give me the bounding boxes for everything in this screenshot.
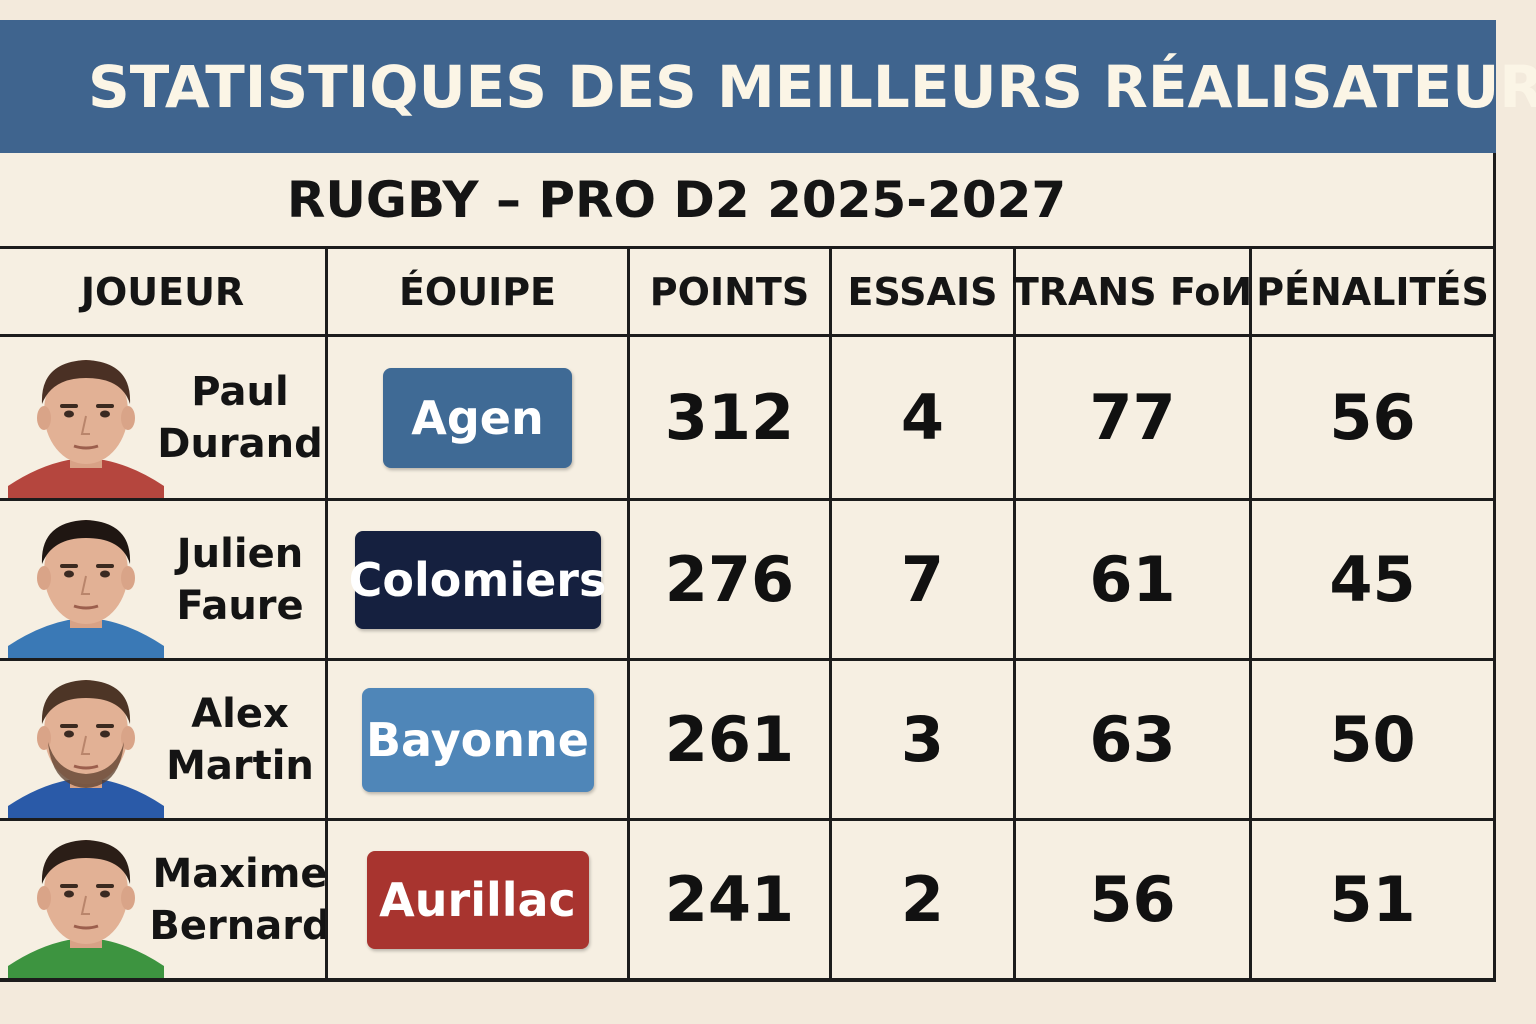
points-cell: 276 <box>627 501 829 661</box>
team-badge: Aurillac <box>366 850 589 949</box>
transformations-cell: 56 <box>1013 821 1249 981</box>
page-title: STATISTIQUES DES MEILLEURS RÉALISATEURS <box>88 52 1536 121</box>
penalites-cell: 51 <box>1249 821 1493 981</box>
essais-cell: 7 <box>829 501 1013 661</box>
player-last-name: Durand <box>157 420 323 467</box>
player-name: Maxime Bernard <box>149 821 330 978</box>
table-subtitle: RUGBY – PRO D2 2025-2027 <box>286 170 1067 229</box>
header-essais: ESSAIS <box>829 249 1013 337</box>
player-last-name: Martin <box>166 742 314 789</box>
points-cell: 261 <box>627 661 829 821</box>
player-first-name: Paul <box>191 368 289 415</box>
header-penalites: PÉNALITÉS <box>1249 249 1493 337</box>
header-joueur: JOUEUR <box>0 249 325 337</box>
player-last-name: Faure <box>176 582 304 629</box>
transformations-cell: 77 <box>1013 337 1249 501</box>
player-cell: Maxime Bernard <box>0 821 331 981</box>
player-photo <box>8 508 164 658</box>
player-photo <box>8 348 164 498</box>
points-cell: 241 <box>627 821 829 981</box>
header-points: POINTS <box>627 249 829 337</box>
transformations-cell: 63 <box>1013 661 1249 821</box>
penalites-cell: 45 <box>1249 501 1493 661</box>
transformations-cell: 61 <box>1013 501 1249 661</box>
player-photo <box>8 828 164 978</box>
player-cell: Alex Martin <box>0 661 325 821</box>
essais-cell: 2 <box>829 821 1013 981</box>
player-first-name: Maxime <box>152 850 328 897</box>
player-cell: Julien Faure <box>0 501 325 661</box>
subtitle-row: RUGBY – PRO D2 2025-2027 <box>0 153 1493 249</box>
team-cell: Agen <box>325 337 627 501</box>
team-badge: Bayonne <box>361 687 594 792</box>
team-badge: Colomiers <box>349 530 606 629</box>
player-last-name: Bernard <box>149 902 331 949</box>
player-cell: Paul Durand <box>0 337 325 501</box>
team-cell: Colomiers <box>325 501 627 661</box>
points-cell: 312 <box>627 337 829 501</box>
player-photo <box>8 668 164 818</box>
title-banner: STATISTIQUES DES MEILLEURS RÉALISATEURS <box>0 20 1536 153</box>
scorers-table: RUGBY – PRO D2 2025-2027 JOUEUR ÉOUIPE POI… <box>0 153 1496 982</box>
player-name: Julien Faure <box>160 501 320 658</box>
penalites-cell: 50 <box>1249 661 1493 821</box>
essais-cell: 3 <box>829 661 1013 821</box>
team-cell: Bayonne <box>325 661 627 821</box>
player-first-name: Julien <box>176 530 304 577</box>
essais-cell: 4 <box>829 337 1013 501</box>
header-equipe: ÉOUIPE <box>325 249 627 337</box>
player-name: Alex Martin <box>160 661 320 818</box>
player-name: Paul Durand <box>157 337 323 498</box>
player-first-name: Alex <box>191 690 289 737</box>
team-badge: Agen <box>383 367 572 468</box>
header-transformations: TRANS FoИ <box>1013 249 1252 337</box>
team-cell: Aurillac <box>325 821 627 981</box>
table-grid: JOUEUR ÉOUIPE POINTS ESSAIS TRANS FoИ PÉNALIT… <box>0 249 1493 982</box>
penalites-cell: 56 <box>1249 337 1493 501</box>
